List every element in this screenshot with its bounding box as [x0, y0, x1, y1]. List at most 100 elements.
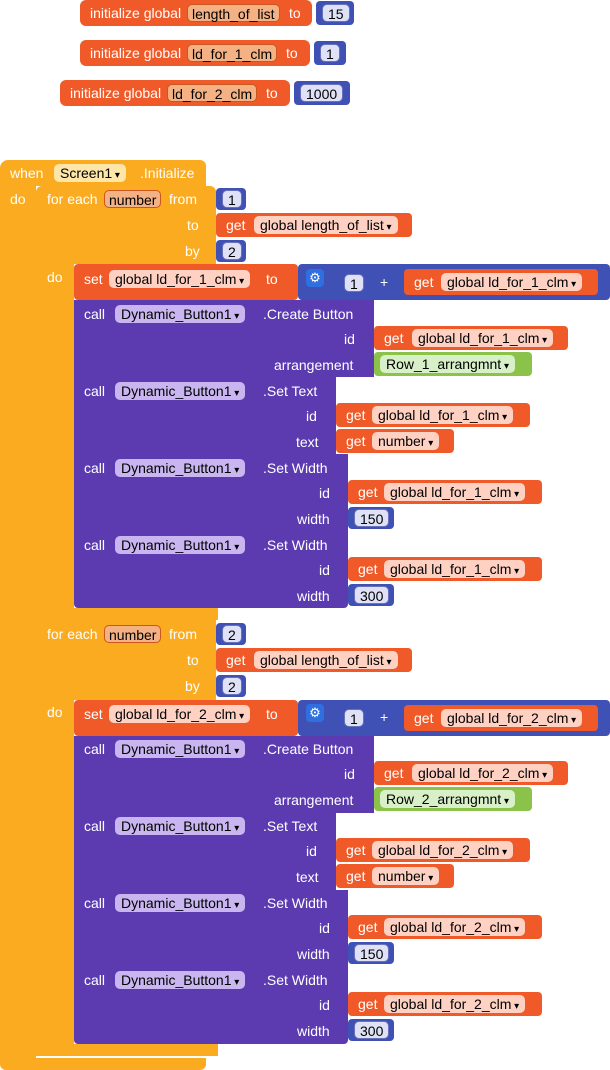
- global-name-field[interactable]: length_of_list: [187, 4, 280, 22]
- width-number-block[interactable]: 150: [348, 942, 394, 964]
- component-dropdown[interactable]: Screen1: [54, 164, 126, 182]
- width-number-block[interactable]: 300: [348, 584, 394, 606]
- call-set-text-block[interactable]: call Dynamic_Button1 .Set Text id text: [74, 377, 336, 454]
- for-each-block-1[interactable]: for each number from to by: [36, 186, 216, 264]
- init-global-ld-for-1-clm-block[interactable]: initialize global ld_for_1_clm to: [80, 40, 310, 66]
- component-dropdown[interactable]: Dynamic_Button1: [115, 305, 246, 323]
- get-id-block[interactable]: get global ld_for_2_clm: [374, 761, 568, 785]
- from-number-block[interactable]: 2: [216, 623, 246, 645]
- get-variable-block[interactable]: get global ld_for_2_clm: [404, 705, 598, 731]
- number-value[interactable]: 150: [354, 944, 390, 962]
- arrangement-dropdown[interactable]: Row_1_arrangmnt: [380, 355, 515, 373]
- get-variable-dropdown[interactable]: global ld_for_1_clm: [372, 406, 514, 424]
- get-variable-dropdown[interactable]: global ld_for_1_clm: [441, 273, 583, 291]
- number-value[interactable]: 1: [320, 44, 340, 62]
- get-text-block[interactable]: get number: [336, 429, 454, 453]
- add-operand-number[interactable]: 1: [344, 709, 364, 727]
- get-length-of-list-block[interactable]: get global length_of_list: [216, 213, 412, 237]
- number-value[interactable]: 2: [222, 677, 242, 695]
- component-dropdown[interactable]: Dynamic_Button1: [115, 459, 246, 477]
- set-variable-dropdown[interactable]: global ld_for_1_clm: [109, 270, 251, 288]
- init-global-length-of-list-block[interactable]: initialize global length_of_list to: [80, 0, 312, 26]
- set-variable-dropdown[interactable]: global ld_for_2_clm: [109, 705, 251, 723]
- arrangement-dropdown[interactable]: Row_2_arrangmnt: [380, 790, 515, 808]
- component-dropdown[interactable]: Dynamic_Button1: [115, 894, 246, 912]
- global-name-field[interactable]: ld_for_1_clm: [187, 44, 278, 62]
- component-dropdown[interactable]: Dynamic_Button1: [115, 740, 246, 758]
- get-variable-dropdown[interactable]: global ld_for_2_clm: [384, 918, 526, 936]
- component-dropdown[interactable]: Dynamic_Button1: [115, 971, 246, 989]
- get-id-block[interactable]: get global ld_for_2_clm: [336, 838, 530, 862]
- number-value[interactable]: 300: [354, 586, 390, 604]
- for-each-block-2[interactable]: for each number from to by: [36, 620, 216, 700]
- get-variable-dropdown[interactable]: global length_of_list: [254, 216, 398, 234]
- call-create-button-block[interactable]: call Dynamic_Button1 .Create Button id a…: [74, 736, 374, 813]
- call-set-width-block[interactable]: call Dynamic_Button1 .Set Width id width: [74, 967, 348, 1044]
- component-dropdown[interactable]: Dynamic_Button1: [115, 536, 246, 554]
- component-dropdown[interactable]: Dynamic_Button1: [115, 382, 246, 400]
- number-value[interactable]: 1: [222, 190, 242, 208]
- number-value[interactable]: 2: [222, 625, 242, 643]
- get-id-block[interactable]: get global ld_for_1_clm: [374, 326, 568, 350]
- get-length-of-list-block[interactable]: get global length_of_list: [216, 648, 412, 672]
- get-variable-dropdown[interactable]: global ld_for_2_clm: [412, 764, 554, 782]
- number-value[interactable]: 150: [354, 509, 390, 527]
- call-set-text-block[interactable]: call Dynamic_Button1 .Set Text id text: [74, 813, 336, 890]
- get-variable-dropdown[interactable]: global ld_for_1_clm: [412, 329, 554, 347]
- add-operand-number[interactable]: 1: [344, 274, 364, 292]
- call-label: call: [84, 895, 106, 911]
- call-set-width-block[interactable]: call Dynamic_Button1 .Set Width id width: [74, 531, 348, 608]
- get-id-block[interactable]: get global ld_for_2_clm: [348, 992, 542, 1016]
- math-add-block[interactable]: ⚙ 1 + get global ld_for_2_clm: [298, 700, 610, 736]
- width-number-block[interactable]: 150: [348, 507, 394, 529]
- call-create-button-block[interactable]: call Dynamic_Button1 .Create Button id a…: [74, 300, 374, 377]
- get-label: get: [346, 868, 366, 884]
- call-set-width-block[interactable]: call Dynamic_Button1 .Set Width id width: [74, 454, 348, 531]
- get-variable-dropdown[interactable]: number: [372, 432, 440, 450]
- get-variable-dropdown[interactable]: global ld_for_1_clm: [384, 483, 526, 501]
- method-label: .Set Width: [263, 460, 328, 476]
- mutator-gear-icon[interactable]: ⚙: [306, 704, 324, 722]
- by-number-block[interactable]: 2: [216, 240, 246, 262]
- number-value[interactable]: 2: [222, 242, 242, 260]
- number-block[interactable]: 1: [314, 41, 346, 65]
- get-label: get: [358, 561, 378, 577]
- set-global-block[interactable]: set global ld_for_1_clm to: [74, 264, 298, 300]
- arrangement-component-block[interactable]: Row_2_arrangmnt: [374, 787, 532, 811]
- number-block[interactable]: 1000: [294, 81, 350, 105]
- math-add-block[interactable]: ⚙ 1 + get global ld_for_1_clm: [298, 264, 610, 300]
- get-text-block[interactable]: get number: [336, 864, 454, 888]
- get-label: get: [384, 330, 404, 346]
- number-value[interactable]: 300: [354, 1021, 390, 1039]
- get-id-block[interactable]: get global ld_for_1_clm: [336, 403, 530, 427]
- number-value[interactable]: 1000: [300, 84, 344, 102]
- component-dropdown[interactable]: Dynamic_Button1: [115, 817, 246, 835]
- get-variable-dropdown[interactable]: global ld_for_2_clm: [384, 995, 526, 1013]
- call-label: call: [84, 972, 106, 988]
- get-variable-dropdown[interactable]: global ld_for_2_clm: [441, 709, 583, 727]
- get-variable-dropdown[interactable]: global ld_for_1_clm: [384, 560, 526, 578]
- get-variable-dropdown[interactable]: global length_of_list: [254, 651, 398, 669]
- get-id-block[interactable]: get global ld_for_1_clm: [348, 557, 542, 581]
- by-number-block[interactable]: 2: [216, 675, 246, 697]
- get-variable-dropdown[interactable]: global ld_for_2_clm: [372, 841, 514, 859]
- loop-variable-field[interactable]: number: [104, 190, 162, 208]
- when-screen1-initialize-block[interactable]: when Screen1 .Initialize: [0, 160, 206, 186]
- from-number-block[interactable]: 1: [216, 188, 246, 210]
- width-number-block[interactable]: 300: [348, 1019, 394, 1041]
- get-id-block[interactable]: get global ld_for_1_clm: [348, 480, 542, 504]
- init-global-ld-for-2-clm-block[interactable]: initialize global ld_for_2_clm to: [60, 80, 290, 106]
- number-block[interactable]: 15: [316, 1, 354, 25]
- set-global-block[interactable]: set global ld_for_2_clm to: [74, 700, 298, 736]
- get-id-block[interactable]: get global ld_for_2_clm: [348, 915, 542, 939]
- get-variable-dropdown[interactable]: number: [372, 867, 440, 885]
- call-set-width-block[interactable]: call Dynamic_Button1 .Set Width id width: [74, 890, 348, 967]
- get-variable-block[interactable]: get global ld_for_1_clm: [404, 269, 598, 295]
- arrangement-component-block[interactable]: Row_1_arrangmnt: [374, 352, 532, 376]
- global-name-field[interactable]: ld_for_2_clm: [167, 84, 258, 102]
- method-label: .Set Text: [263, 818, 318, 834]
- mutator-gear-icon[interactable]: ⚙: [306, 269, 324, 287]
- id-param-label: id: [319, 485, 330, 501]
- number-value[interactable]: 15: [322, 4, 350, 22]
- loop-variable-field[interactable]: number: [104, 625, 162, 643]
